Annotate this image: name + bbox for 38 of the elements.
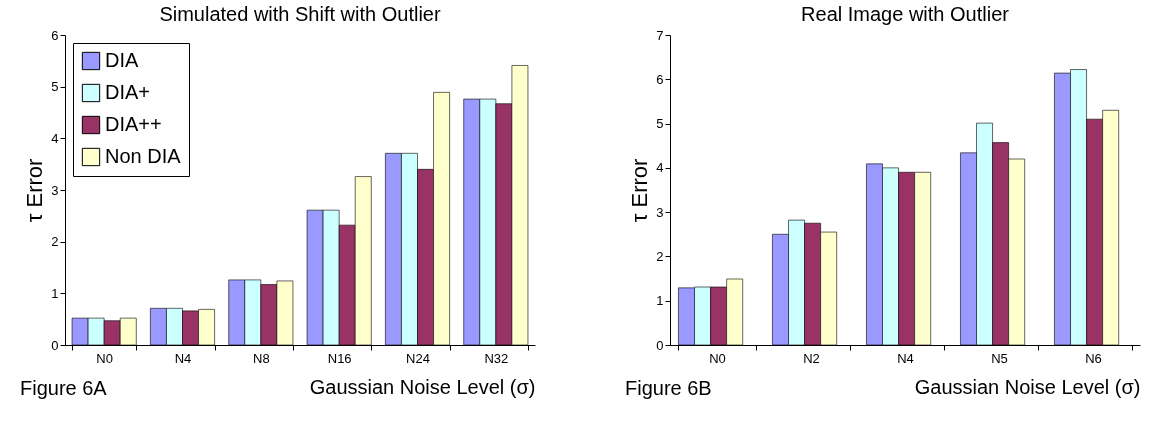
y-axis-title: τ Error xyxy=(22,158,48,223)
y-tick-label: 2 xyxy=(656,248,664,264)
y-tick-label: 5 xyxy=(51,79,59,95)
y-tick-label: 1 xyxy=(51,285,59,301)
x-axis-title: Gaussian Noise Level (σ) xyxy=(914,375,1141,398)
x-axis-title: Gaussian Noise Level (σ) xyxy=(309,375,536,398)
y-tick-label: 4 xyxy=(51,130,59,146)
chart-title: Real Image with Outlier xyxy=(801,3,1010,25)
x-tick-label: N2 xyxy=(803,350,820,366)
legend-label: DIA xyxy=(105,49,139,71)
x-tick-label: N16 xyxy=(327,350,352,366)
y-tick-label: 2 xyxy=(51,234,59,250)
legend-label: DIA+ xyxy=(105,81,151,103)
y-tick-label: 6 xyxy=(656,71,664,87)
x-tick-label: N8 xyxy=(253,350,270,366)
legend-label: DIA++ xyxy=(105,113,162,135)
x-tick-label: N0 xyxy=(96,350,113,366)
x-tick-label: N5 xyxy=(991,350,1008,366)
caption: Figure 6A xyxy=(20,377,108,399)
caption: Figure 6B xyxy=(625,377,712,399)
y-tick-label: 4 xyxy=(656,160,664,176)
chart-title: Simulated with Shift with Outlier xyxy=(159,3,441,25)
y-axis-title: τ Error xyxy=(627,158,653,223)
y-tick-label: 1 xyxy=(656,293,664,309)
x-tick-label: N6 xyxy=(1085,350,1102,366)
x-tick-label: N24 xyxy=(406,350,430,366)
x-tick-label: N32 xyxy=(484,350,509,366)
x-tick-label: N4 xyxy=(897,350,914,366)
y-tick-label: 0 xyxy=(51,337,59,353)
y-tick-label: 3 xyxy=(656,204,664,220)
x-tick-label: N0 xyxy=(709,350,726,366)
y-tick-label: 0 xyxy=(656,337,664,353)
y-tick-label: 5 xyxy=(656,116,664,132)
x-tick-label: N4 xyxy=(174,350,192,366)
legend-label: Non DIA xyxy=(105,145,182,167)
y-tick-label: 6 xyxy=(51,27,59,43)
y-tick-label: 3 xyxy=(51,182,59,198)
y-tick-label: 7 xyxy=(656,27,664,43)
